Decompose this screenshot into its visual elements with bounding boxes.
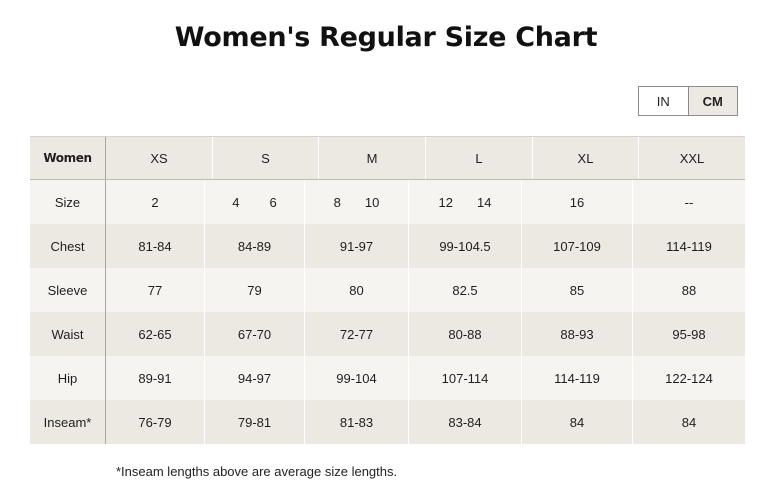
column-header: XXL — [679, 150, 705, 166]
column-header: M — [319, 137, 426, 179]
table-cell: 76-79 — [106, 400, 205, 444]
table-row: Size 2 4 6 8 10 12 14 16 -- — [30, 180, 745, 224]
table-cell: 84 — [522, 400, 633, 444]
table-cell: 84-89 — [205, 224, 305, 268]
table-cell: 114-119 — [666, 238, 712, 254]
table-cell: 80-88 — [409, 312, 522, 356]
table-cell: 114-119 — [522, 356, 633, 400]
corner-label: Women — [30, 137, 106, 179]
table-row: Sleeve 77 79 80 82.5 85 88 — [30, 268, 745, 312]
table-cell: -- — [684, 194, 694, 210]
table-header-row: Women XS S M L XL XXL — [30, 136, 745, 180]
column-header: XS — [106, 137, 213, 179]
table-cell: 82.5 — [409, 268, 522, 312]
table-cell: 88 — [681, 282, 697, 298]
table-cell: 12 14 — [409, 180, 522, 224]
table-cell: 95-98 — [672, 326, 706, 342]
table-cell: 99-104 — [305, 356, 409, 400]
table-cell: 79 — [205, 268, 305, 312]
table-row: Waist 62-65 67-70 72-77 80-88 88-93 95-98 — [30, 312, 745, 356]
size-chart-table: Women XS S M L XL XXL Size 2 4 6 8 10 12 14 16 -- Chest… — [30, 136, 745, 444]
table-cell: 80 — [305, 268, 409, 312]
table-cell: 72-77 — [305, 312, 409, 356]
size-value: 10 — [364, 194, 380, 210]
table-cell: 107-109 — [522, 224, 633, 268]
size-value: 4 — [232, 194, 240, 210]
table-cell: 81-83 — [305, 400, 409, 444]
table-cell: 16 — [522, 180, 633, 224]
column-header: XL — [533, 137, 639, 179]
column-header: S — [213, 137, 319, 179]
table-row: Inseam* 76-79 79-81 81-83 83-84 84 84 — [30, 400, 745, 444]
size-value: 8 — [333, 194, 341, 210]
size-pair: 12 14 — [439, 195, 492, 210]
size-value: 14 — [477, 194, 492, 210]
size-value: 12 — [438, 194, 453, 210]
row-label: Inseam* — [30, 400, 106, 444]
unit-cm-button[interactable]: CM — [687, 87, 737, 115]
table-cell: 81-84 — [106, 224, 205, 268]
table-row: Chest 81-84 84-89 91-97 99-104.5 107-109 114-1… — [30, 224, 745, 268]
row-label: Hip — [30, 356, 106, 400]
row-label: Size — [30, 180, 106, 224]
table-cell: 84 — [681, 414, 697, 430]
table-cell: 77 — [106, 268, 205, 312]
table-cell: 79-81 — [205, 400, 305, 444]
table-cell: 67-70 — [205, 312, 305, 356]
table-cell: 85 — [522, 268, 633, 312]
row-label: Sleeve — [30, 268, 106, 312]
row-label: Chest — [30, 224, 106, 268]
size-pair: 8 10 — [334, 195, 380, 210]
column-header: L — [426, 137, 533, 179]
row-label: Waist — [30, 312, 106, 356]
table-cell: 2 — [106, 180, 205, 224]
table-cell: 94-97 — [205, 356, 305, 400]
page-title: Women's Regular Size Chart — [174, 22, 598, 53]
table-cell: 88-93 — [522, 312, 633, 356]
unit-in-button[interactable]: IN — [656, 93, 670, 109]
size-value: 6 — [269, 194, 277, 210]
table-cell: 62-65 — [106, 312, 205, 356]
table-cell: 89-91 — [106, 356, 205, 400]
unit-toggle[interactable]: IN CM — [638, 86, 738, 116]
inseam-footnote: *Inseam lengths above are average size l… — [116, 464, 398, 479]
table-row: Hip 89-91 94-97 99-104 107-114 114-119 122-124 — [30, 356, 745, 400]
table-cell: 99-104.5 — [409, 224, 522, 268]
table-cell: 83-84 — [409, 400, 522, 444]
table-cell: 8 10 — [305, 180, 409, 224]
table-cell: 91-97 — [305, 224, 409, 268]
table-cell: 122-124 — [665, 370, 713, 386]
table-cell: 107-114 — [409, 356, 522, 400]
